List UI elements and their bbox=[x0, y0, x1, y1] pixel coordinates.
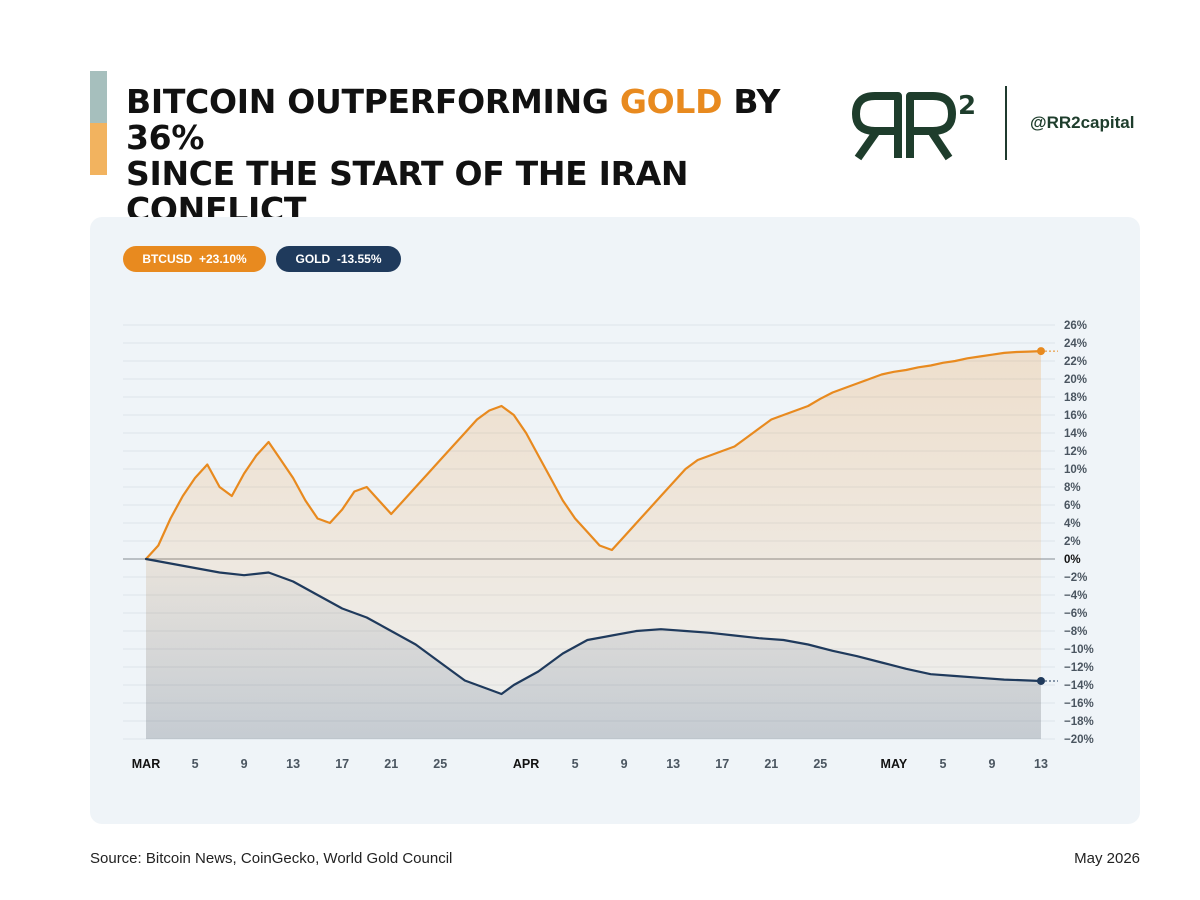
logo-r bbox=[906, 92, 956, 161]
title-highlight-gold: GOLD bbox=[619, 82, 723, 121]
x-tick-label: 5 bbox=[939, 757, 946, 771]
y-tick-label: 26% bbox=[1064, 320, 1087, 332]
x-tick-label: 13 bbox=[1034, 757, 1048, 771]
x-axis-ticks: MAR 5 9 13 17 21 25 APR 5 9 13 17 21 25 MAY 5 9 13 bbox=[132, 757, 1048, 771]
y-tick-label: −10% bbox=[1064, 644, 1094, 656]
x-tick-label: MAY bbox=[881, 757, 908, 771]
logo-divider bbox=[1005, 86, 1007, 160]
accent-bar-bottom bbox=[90, 123, 107, 175]
y-tick-label: 22% bbox=[1064, 356, 1087, 368]
x-tick-label: 21 bbox=[764, 757, 778, 771]
gold-line bbox=[144, 557, 1043, 696]
x-tick-label: 17 bbox=[335, 757, 349, 771]
x-tick-label: 5 bbox=[192, 757, 199, 771]
x-tick-label: 5 bbox=[572, 757, 579, 771]
series-areas bbox=[146, 351, 1041, 739]
logo-superscript: 2 bbox=[958, 91, 976, 121]
y-axis-ticks: 26% 24% 22% 20% 18% 16% 14% 12% 10% 8% 6% 4% 2% 0% −2%… bbox=[1064, 320, 1094, 746]
series-lines bbox=[144, 347, 1058, 696]
y-tick-label: 14% bbox=[1064, 428, 1087, 440]
y-tick-label: −16% bbox=[1064, 698, 1094, 710]
title-line1-end: BY 36% bbox=[126, 82, 781, 157]
title-line1-start: BITCOIN OUTPERFORMING bbox=[126, 82, 620, 121]
y-tick-label: −12% bbox=[1064, 662, 1094, 674]
y-tick-label: −6% bbox=[1064, 608, 1087, 620]
y-tick-label: 4% bbox=[1064, 518, 1081, 530]
y-tick-label: 2% bbox=[1064, 536, 1081, 548]
y-tick-label: −4% bbox=[1064, 590, 1087, 602]
date-note: May 2026 bbox=[1074, 850, 1140, 867]
y-tick-label: 6% bbox=[1064, 500, 1081, 512]
y-tick-label: 18% bbox=[1064, 392, 1087, 404]
x-tick-label: 9 bbox=[621, 757, 628, 771]
y-tick-label: 12% bbox=[1064, 446, 1087, 458]
accent-bar bbox=[90, 71, 107, 175]
y-tick-label: −2% bbox=[1064, 572, 1087, 584]
y-tick-label: 10% bbox=[1064, 464, 1087, 476]
y-tick-label: 8% bbox=[1064, 482, 1081, 494]
x-tick-label: 9 bbox=[241, 757, 248, 771]
gold-end-point bbox=[1037, 676, 1045, 685]
x-tick-label: APR bbox=[513, 757, 539, 771]
chart-title: BITCOIN OUTPERFORMING GOLD BY 36% SINCE … bbox=[126, 84, 826, 228]
legend-pill-gold: GOLD -13.55% bbox=[276, 246, 401, 272]
x-tick-label: MAR bbox=[132, 757, 160, 771]
x-tick-label: 9 bbox=[988, 757, 995, 771]
y-tick-label: 20% bbox=[1064, 374, 1087, 386]
x-tick-label: 25 bbox=[813, 757, 827, 771]
x-tick-label: 17 bbox=[715, 757, 729, 771]
x-tick-label: 25 bbox=[433, 757, 447, 771]
btcusd-end-point bbox=[1037, 347, 1045, 356]
y-tick-label: −18% bbox=[1064, 716, 1094, 728]
rr2-logo: 2 bbox=[852, 91, 976, 161]
y-tick-label: 0% bbox=[1064, 554, 1081, 566]
legend-pill-btcusd: BTCUSD +23.10% bbox=[123, 246, 266, 272]
x-tick-label: 13 bbox=[666, 757, 680, 771]
y-tick-label: 24% bbox=[1064, 338, 1087, 350]
x-tick-label: 13 bbox=[286, 757, 300, 771]
gold-area bbox=[146, 559, 1041, 739]
accent-bar-top bbox=[90, 71, 107, 123]
x-tick-label: 21 bbox=[384, 757, 398, 771]
logo-mirrored-r bbox=[852, 92, 902, 161]
y-tick-label: 16% bbox=[1064, 410, 1087, 422]
y-tick-label: −20% bbox=[1064, 734, 1094, 746]
social-handle[interactable]: @RR2capital bbox=[1030, 113, 1135, 132]
y-tick-label: −14% bbox=[1064, 680, 1094, 692]
source-note: Source: Bitcoin News, CoinGecko, World G… bbox=[90, 850, 453, 867]
btcusd-line bbox=[144, 350, 1043, 561]
y-tick-label: −8% bbox=[1064, 626, 1087, 638]
